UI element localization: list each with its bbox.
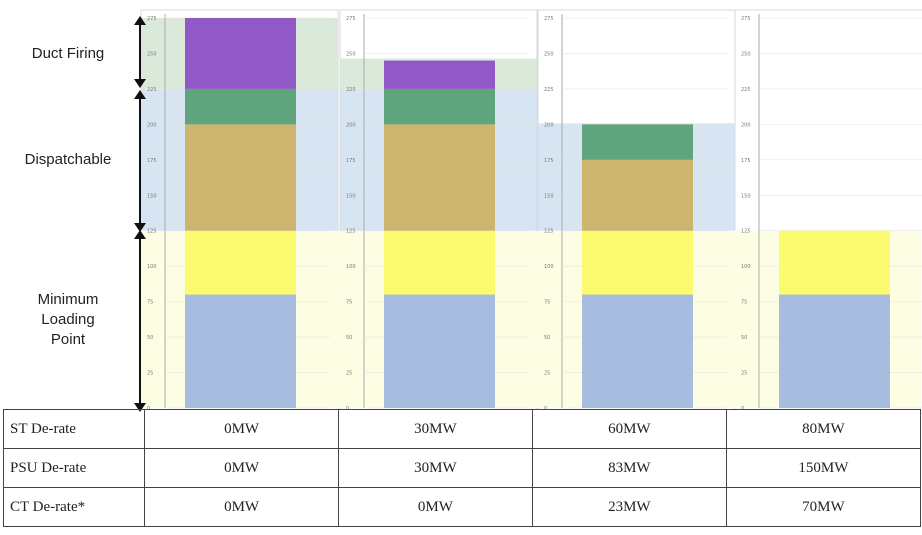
y-tick-label: 0 — [544, 406, 547, 409]
table-cell: 0MW — [144, 448, 339, 488]
y-tick-label: 125 — [346, 229, 356, 235]
row-label: PSU De-rate — [2, 448, 146, 488]
stacked-bar-chart: 2752502252001751501251007550250275250225… — [140, 9, 922, 409]
y-tick-label: 150 — [741, 193, 751, 199]
table-row: ST De-rate 0MW 30MW 60MW 80MW — [2, 409, 922, 449]
y-tick-label: 50 — [147, 335, 153, 341]
y-tick-label: 250 — [147, 51, 157, 57]
table-cell: 23MW — [531, 487, 727, 527]
minimum-loading-line3: Point — [50, 331, 86, 348]
y-tick-label: 125 — [544, 229, 554, 235]
bar-segment-seg4 — [582, 124, 693, 160]
table-cell: 83MW — [531, 448, 727, 488]
y-tick-label: 275 — [147, 16, 157, 22]
duct-firing-label: Duct Firing — [31, 45, 105, 62]
y-tick-label: 50 — [741, 335, 747, 341]
y-tick-label: 75 — [544, 300, 550, 306]
y-tick-label: 175 — [741, 158, 751, 164]
y-tick-label: 175 — [544, 158, 554, 164]
bar-segment-seg2 — [384, 230, 495, 295]
table-cell: 0MW — [144, 409, 339, 449]
bar-segment-seg5 — [384, 60, 495, 89]
y-tick-label: 150 — [544, 193, 554, 199]
y-tick-label: 25 — [147, 371, 153, 377]
y-tick-label: 225 — [346, 87, 356, 93]
y-tick-label: 50 — [544, 335, 550, 341]
y-tick-label: 25 — [741, 371, 747, 377]
table-cell: 150MW — [725, 448, 922, 488]
y-tick-label: 100 — [147, 264, 157, 270]
y-tick-label: 0 — [741, 406, 744, 409]
y-tick-label: 25 — [346, 371, 352, 377]
bar-segment-seg2 — [582, 230, 693, 295]
y-tick-label: 75 — [346, 300, 352, 306]
bar-segment-seg3 — [582, 159, 693, 231]
table-cell: 70MW — [725, 487, 922, 527]
y-tick-label: 175 — [346, 158, 356, 164]
bar-segment-seg4 — [384, 88, 495, 125]
table-cell: 30MW — [337, 409, 533, 449]
y-tick-label: 25 — [544, 371, 550, 377]
y-tick-label: 100 — [544, 264, 554, 270]
y-tick-label: 200 — [147, 122, 157, 128]
y-tick-label: 275 — [346, 16, 356, 22]
y-tick-label: 250 — [741, 51, 751, 57]
y-tick-label: 100 — [741, 264, 751, 270]
bar-segment-seg3 — [384, 124, 495, 231]
table-cell: 60MW — [531, 409, 727, 449]
table-row: CT De-rate* 0MW 0MW 23MW 70MW — [2, 487, 922, 527]
y-tick-label: 50 — [346, 335, 352, 341]
y-tick-label: 0 — [346, 406, 349, 409]
minimum-loading-line2: Loading — [41, 311, 95, 328]
minimum-loading-line1: Minimum — [37, 291, 99, 308]
y-tick-label: 150 — [147, 193, 157, 199]
dispatchable-arrow — [134, 90, 146, 232]
minimum-loading-arrow — [134, 230, 146, 412]
y-tick-label: 225 — [147, 87, 157, 93]
y-tick-label: 275 — [544, 16, 554, 22]
bar-segment-seg2 — [185, 230, 296, 295]
y-tick-label: 275 — [741, 16, 751, 22]
bar-segment-seg4 — [185, 88, 296, 125]
y-tick-label: 125 — [741, 229, 751, 235]
bar-segment-seg1 — [779, 294, 890, 408]
y-tick-label: 200 — [346, 122, 356, 128]
row-label: CT De-rate* — [2, 487, 146, 527]
derate-table: ST De-rate 0MW 30MW 60MW 80MW PSU De-rat… — [2, 409, 922, 527]
bar-segment-seg2 — [779, 230, 890, 295]
y-tick-label: 250 — [346, 51, 356, 57]
bar-segment-seg1 — [384, 294, 495, 408]
y-tick-label: 225 — [741, 87, 751, 93]
bar-segment-seg1 — [582, 294, 693, 408]
minimum-loading-label: Minimum Loading Point — [6, 290, 130, 350]
y-tick-label: 150 — [346, 193, 356, 199]
table-row: PSU De-rate 0MW 30MW 83MW 150MW — [2, 448, 922, 488]
y-tick-label: 0 — [147, 406, 150, 409]
table-cell: 0MW — [337, 487, 533, 527]
bar-segment-seg3 — [185, 124, 296, 231]
y-tick-label: 125 — [147, 229, 157, 235]
y-tick-label: 100 — [346, 264, 356, 270]
dispatchable-label: Dispatchable — [24, 151, 112, 168]
y-tick-label: 75 — [741, 300, 747, 306]
y-tick-label: 200 — [741, 122, 751, 128]
bar-segment-seg5 — [185, 18, 296, 89]
y-tick-label: 200 — [544, 122, 554, 128]
y-tick-label: 75 — [147, 300, 153, 306]
table-cell: 80MW — [725, 409, 922, 449]
table-cell: 30MW — [337, 448, 533, 488]
duct-firing-arrow — [134, 16, 146, 88]
bar-segment-seg1 — [185, 294, 296, 408]
table-cell: 0MW — [144, 487, 339, 527]
y-tick-label: 250 — [544, 51, 554, 57]
y-tick-label: 225 — [544, 87, 554, 93]
row-label: ST De-rate — [2, 409, 146, 449]
y-tick-label: 175 — [147, 158, 157, 164]
